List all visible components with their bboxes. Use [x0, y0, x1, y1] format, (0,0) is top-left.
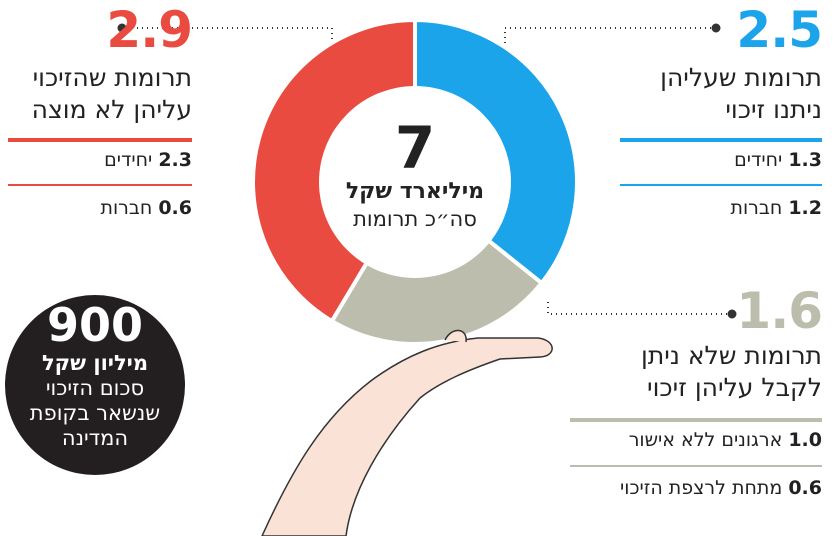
breakdown-label: מתחת לרצפת הזיכוי [620, 477, 782, 499]
note-line: סכום הזיכוי [10, 376, 180, 401]
slice-value: 1.6 [570, 283, 822, 339]
breakdown-label: חברות [730, 197, 782, 219]
breakdown-row: 1.3 יחידים [620, 148, 822, 172]
breakdown-row: 0.6 חברות [8, 196, 192, 220]
note-line: שנשאר בקופת [10, 401, 180, 426]
breakdown-value: 2.3 [158, 149, 192, 171]
total-block: 7 מיליארד שקל סה״כ תרומות [320, 118, 510, 232]
breakdown-label: ארגונים ללא אישור [629, 429, 783, 451]
note-line: המדינה [10, 426, 180, 451]
rule-thick [8, 138, 192, 142]
breakdown-row: 1.0 ארגונים ללא אישור [570, 428, 822, 452]
breakdown-row: 2.3 יחידים [8, 148, 192, 172]
rule-thin [8, 184, 192, 186]
slice-value: 2.9 [8, 2, 192, 58]
rule-thick [570, 418, 822, 422]
breakdown-value: 1.0 [788, 429, 822, 451]
slice-label: תרומות שעליהן ניתנו זיכוי [640, 62, 822, 126]
breakdown-row: 0.6 מתחת לרצפת הזיכוי [570, 476, 822, 500]
breakdown-label: יחידים [104, 149, 152, 171]
total-label: סה״כ תרומות [320, 206, 510, 232]
total-unit: מיליארד שקל [320, 178, 510, 206]
rule-thin [570, 465, 822, 467]
breakdown-label: חברות [100, 197, 152, 219]
rule-thin [620, 184, 822, 186]
rule-thick [620, 138, 822, 142]
slice-value: 2.5 [620, 2, 822, 58]
infographic: 7 מיליארד שקל סה״כ תרומות 900 מיליון שקל… [0, 0, 834, 536]
breakdown-row: 1.2 חברות [620, 196, 822, 220]
slice-label: תרומות שהזיכוי עליהן לא מוצה [8, 62, 192, 126]
hand [262, 330, 552, 536]
note-value: 900 [10, 300, 180, 350]
breakdown-value: 0.6 [158, 197, 192, 219]
breakdown-value: 0.6 [788, 477, 822, 499]
breakdown-label: יחידים [734, 149, 782, 171]
note-unit: מיליון שקל [10, 350, 180, 376]
total-value: 7 [320, 118, 510, 178]
slice-label: תרומות שלא ניתן לקבל עליהן זיכוי [590, 340, 822, 404]
hand-shape [262, 338, 552, 536]
breakdown-value: 1.2 [788, 197, 822, 219]
breakdown-value: 1.3 [788, 149, 822, 171]
